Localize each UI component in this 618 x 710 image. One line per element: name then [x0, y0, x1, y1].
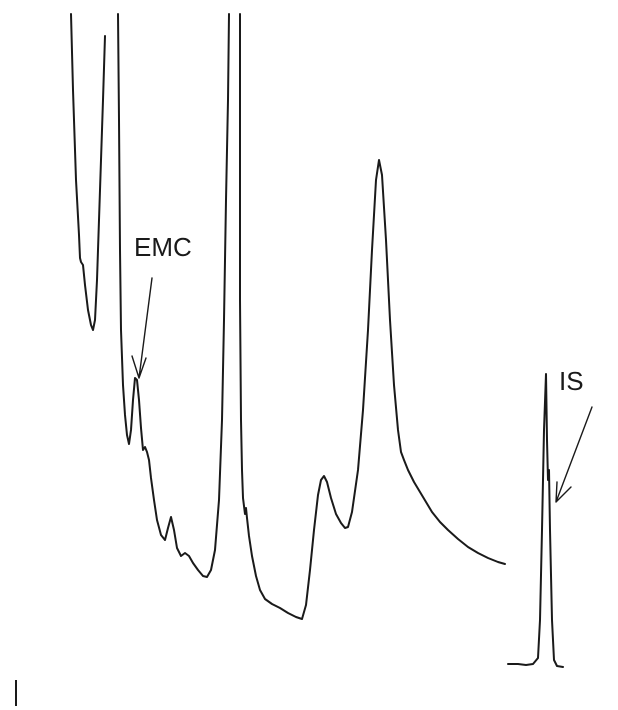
trace-internal-standard [508, 374, 563, 667]
annotation-emc-arrow [132, 278, 152, 378]
annotation-is-arrow [556, 407, 592, 502]
annotation-is-label: IS [559, 366, 584, 396]
trace-solvent-front [71, 14, 105, 330]
trace-early-region [118, 14, 229, 577]
trace-main-region [240, 14, 505, 619]
annotation-emc-label: EMC [134, 232, 192, 262]
